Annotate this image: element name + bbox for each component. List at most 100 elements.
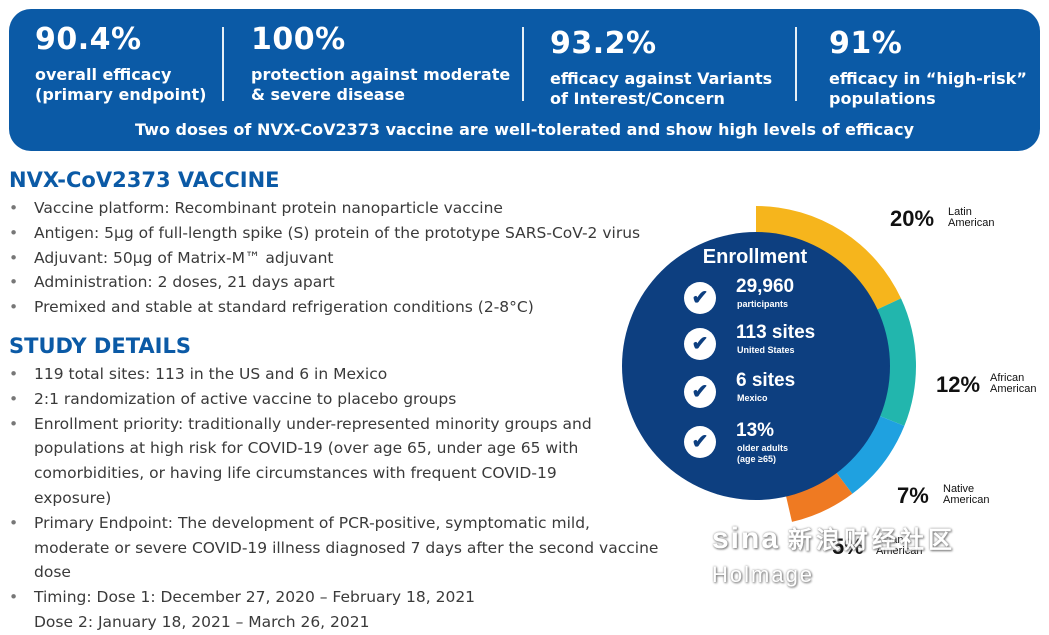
list-item-text: Administration: 2 doses, 21 days apart bbox=[34, 273, 335, 292]
segment-name: Latin American bbox=[948, 207, 994, 229]
stat-value: 100% bbox=[251, 22, 346, 57]
study-heading: STUDY DETAILS bbox=[9, 334, 191, 358]
segment-pct: 5% bbox=[832, 534, 864, 559]
stat-label-line: overall efficacy bbox=[35, 65, 172, 84]
enrollment-sub: participants bbox=[737, 299, 789, 309]
enrollment-sub: older adults (age ≥65) bbox=[737, 443, 788, 465]
check-icon: ✔ bbox=[684, 282, 716, 314]
stat-severe-protection: 100% protection against moderate & sever… bbox=[251, 23, 510, 105]
bullet: • bbox=[9, 414, 19, 433]
segment-name: Asian American bbox=[876, 535, 922, 557]
segment-name-line: American bbox=[990, 383, 1037, 395]
segment-name-line: American bbox=[943, 494, 990, 506]
vaccine-heading: NVX-CoV2373 VACCINE bbox=[9, 168, 280, 192]
enrollment-value: 29,960 bbox=[736, 276, 795, 297]
list-item: • Vaccine platform: Recombinant protein n… bbox=[9, 196, 649, 221]
segment-asian-american bbox=[784, 468, 853, 522]
stat-label-line: populations bbox=[829, 89, 936, 108]
list-item-timing-2: Dose 2: January 18, 2021 – March 26, 202… bbox=[9, 610, 664, 635]
check-icon: ✔ bbox=[684, 328, 716, 360]
list-item: • 2:1 randomization of active vaccine to … bbox=[9, 387, 664, 412]
list-item-text: Antigen: 5µg of full-length spike (S) pr… bbox=[34, 223, 641, 242]
bullet: • bbox=[9, 365, 19, 383]
stat-value: 93.2% bbox=[550, 26, 657, 61]
list-item-text: 2:1 randomization of active vaccine to p… bbox=[34, 389, 457, 408]
list-item-text: Primary Endpoint: The development of PCR… bbox=[34, 513, 659, 582]
vaccine-list: • Vaccine platform: Recombinant protein n… bbox=[9, 196, 649, 320]
bullet: • bbox=[9, 273, 19, 292]
stat-value: 91% bbox=[829, 26, 903, 61]
segment-pct: 12% bbox=[936, 372, 981, 397]
enrollment-sub: United States bbox=[737, 345, 795, 355]
bullet: • bbox=[9, 588, 19, 607]
bullet: • bbox=[9, 389, 19, 408]
stat-label-line: & severe disease bbox=[251, 85, 405, 104]
list-item-text: 119 total sites: 113 in the US and 6 in … bbox=[34, 365, 388, 383]
list-item-timing: • Timing: Dose 1: December 27, 2020 – Feb… bbox=[9, 585, 664, 610]
enrollment-value: 113 sites bbox=[736, 322, 816, 343]
segment-name-line: American bbox=[948, 217, 995, 229]
label-african-american: 12% African American bbox=[936, 372, 1036, 398]
study-list: • 119 total sites: 113 in the US and 6 in… bbox=[9, 362, 664, 635]
stat-label: efficacy against Variants of Interest/Co… bbox=[550, 69, 772, 109]
efficacy-banner: 90.4% overall efficacy (primary endpoint… bbox=[9, 9, 1040, 151]
bullet: • bbox=[9, 199, 19, 217]
list-item: • Premixed and stable at standard refrige… bbox=[9, 295, 649, 320]
list-item-text: Adjuvant: 50µg of Matrix-M™ adjuvant bbox=[34, 248, 334, 267]
stat-overall-efficacy: 90.4% overall efficacy (primary endpoint… bbox=[35, 23, 206, 105]
stat-label: efficacy in “high-risk” populations bbox=[829, 69, 1027, 109]
list-item: • Adjuvant: 50µg of Matrix-M™ adjuvant bbox=[9, 246, 649, 271]
banner-footer: Two doses of NVX-CoV2373 vaccine are wel… bbox=[135, 120, 914, 139]
segment-name-line: Latin bbox=[948, 206, 972, 218]
stat-label: protection against moderate & severe dis… bbox=[251, 65, 510, 105]
watermark-en: Holmage bbox=[712, 562, 815, 587]
bullet: • bbox=[9, 248, 19, 267]
list-item-text: Enrollment priority: traditionally under… bbox=[34, 414, 592, 507]
segment-native-american bbox=[833, 413, 905, 494]
sina-watermark: sina 新浪财经社区 Holmage bbox=[712, 520, 1049, 590]
segment-name: African American bbox=[990, 373, 1036, 395]
list-item-text: Premixed and stable at standard refriger… bbox=[34, 298, 534, 317]
segment-name-line: African bbox=[990, 372, 1025, 384]
watermark-cn: 新浪财经社区 bbox=[788, 527, 957, 554]
stat-variant-efficacy: 93.2% efficacy against Variants of Inter… bbox=[550, 27, 772, 109]
list-item: • Antigen: 5µg of full-length spike (S) p… bbox=[9, 221, 649, 246]
enrollment-value: 6 sites bbox=[736, 370, 796, 391]
enrollment-sub: Mexico bbox=[737, 393, 768, 403]
stat-label-line: of Interest/Concern bbox=[550, 89, 725, 108]
label-native-american: 7% Native American bbox=[897, 483, 989, 509]
segment-name: Native American bbox=[943, 484, 989, 506]
enrollment-sub-line: older adults bbox=[737, 443, 789, 453]
timing-line: Dose 2: January 18, 2021 – March 26, 202… bbox=[34, 612, 370, 631]
stat-label-line: efficacy in “high-risk” bbox=[829, 69, 1027, 88]
enrollment-donut bbox=[622, 206, 916, 522]
divider bbox=[522, 27, 524, 101]
bullet: • bbox=[9, 298, 19, 317]
enrollment-sub-line: (age ≥65) bbox=[737, 454, 776, 464]
list-item: • Enrollment priority: traditionally unde… bbox=[9, 412, 594, 511]
check-icon: ✔ bbox=[684, 426, 716, 458]
stat-high-risk-efficacy: 91% efficacy in “high-risk” populations bbox=[829, 27, 1027, 109]
divider bbox=[795, 27, 797, 101]
bullet: • bbox=[9, 223, 19, 242]
stat-label-line: efficacy against Variants bbox=[550, 69, 773, 88]
list-item-text: Vaccine platform: Recombinant protein na… bbox=[34, 199, 503, 217]
segment-pct: 20% bbox=[890, 206, 935, 231]
stat-value: 90.4% bbox=[35, 22, 142, 57]
list-item: • 119 total sites: 113 in the US and 6 in… bbox=[9, 362, 664, 387]
stat-label-line: (primary endpoint) bbox=[35, 85, 207, 104]
segment-pct: 7% bbox=[897, 483, 929, 508]
timing-line: Timing: Dose 1: December 27, 2020 – Febr… bbox=[34, 588, 476, 607]
enrollment-title: Enrollment bbox=[702, 246, 808, 268]
divider bbox=[222, 27, 224, 101]
segment-name-line: Native bbox=[943, 483, 975, 495]
bullet: • bbox=[9, 513, 19, 532]
list-item: • Primary Endpoint: The development of PC… bbox=[9, 511, 664, 585]
stat-label-line: protection against moderate bbox=[251, 65, 511, 84]
segment-name-line: Asian bbox=[876, 534, 904, 546]
label-asian-american: 5% Asian American bbox=[832, 534, 922, 560]
watermark-brand: sina bbox=[712, 522, 781, 555]
check-icon: ✔ bbox=[684, 376, 716, 408]
enrollment-value: 13% bbox=[736, 420, 775, 441]
label-latin-american: 20% Latin American bbox=[890, 206, 994, 232]
